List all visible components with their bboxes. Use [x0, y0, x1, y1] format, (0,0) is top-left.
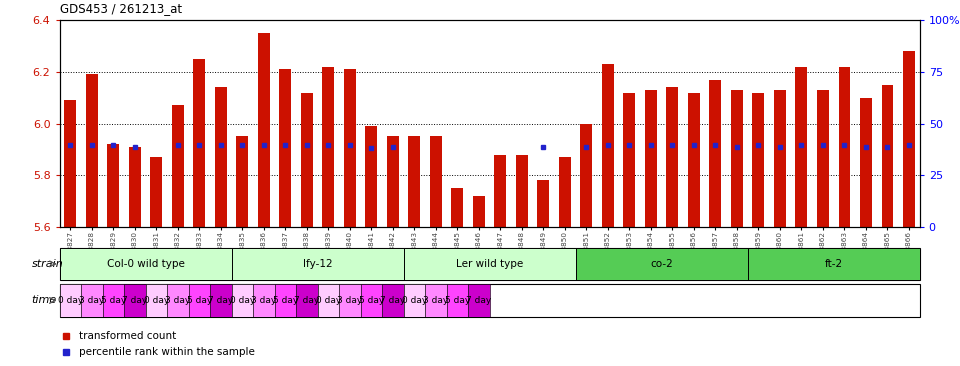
Text: 5 day: 5 day: [359, 296, 384, 305]
Bar: [323, 67, 334, 227]
Text: percentile rank within the sample: percentile rank within the sample: [79, 347, 254, 357]
Bar: [666, 87, 679, 227]
Text: ft-2: ft-2: [825, 259, 843, 269]
Text: Col-0 wild type: Col-0 wild type: [107, 259, 184, 269]
Bar: [253, 284, 275, 317]
Bar: [709, 79, 721, 227]
Bar: [146, 284, 167, 317]
Bar: [753, 93, 764, 227]
Bar: [408, 137, 420, 227]
Bar: [387, 137, 398, 227]
Bar: [236, 137, 249, 227]
Text: 3 day: 3 day: [165, 296, 190, 305]
Bar: [731, 90, 743, 227]
Bar: [366, 126, 377, 227]
Bar: [576, 248, 748, 280]
Text: 0 day: 0 day: [229, 296, 255, 305]
Bar: [167, 284, 188, 317]
Bar: [494, 154, 506, 227]
Bar: [559, 157, 571, 227]
Bar: [231, 248, 403, 280]
Text: co-2: co-2: [650, 259, 673, 269]
Bar: [296, 284, 318, 317]
Bar: [538, 180, 549, 227]
Bar: [446, 284, 468, 317]
Bar: [382, 284, 403, 317]
Bar: [344, 69, 356, 227]
Text: 7 day: 7 day: [467, 296, 492, 305]
Bar: [339, 284, 361, 317]
Text: 5 day: 5 day: [273, 296, 298, 305]
Bar: [645, 90, 657, 227]
Text: 7 day: 7 day: [380, 296, 405, 305]
Bar: [210, 284, 231, 317]
Text: 5 day: 5 day: [186, 296, 212, 305]
Bar: [581, 124, 592, 227]
Bar: [300, 93, 313, 227]
Bar: [623, 93, 636, 227]
Bar: [817, 90, 828, 227]
Bar: [108, 144, 119, 227]
Bar: [60, 284, 81, 317]
Text: 3 day: 3 day: [252, 296, 276, 305]
Text: 7 day: 7 day: [294, 296, 320, 305]
Bar: [279, 69, 291, 227]
Bar: [468, 284, 490, 317]
Text: 5 day: 5 day: [101, 296, 126, 305]
Bar: [172, 105, 183, 227]
Bar: [688, 93, 700, 227]
Bar: [425, 284, 446, 317]
Text: 0 day: 0 day: [401, 296, 427, 305]
Bar: [403, 284, 425, 317]
Bar: [124, 284, 146, 317]
Bar: [361, 284, 382, 317]
Bar: [60, 248, 231, 280]
Bar: [838, 67, 851, 227]
Text: 0 day: 0 day: [58, 296, 83, 305]
Bar: [258, 33, 270, 227]
Text: 3 day: 3 day: [337, 296, 363, 305]
Text: 7 day: 7 day: [208, 296, 233, 305]
Text: transformed count: transformed count: [79, 331, 177, 341]
Text: 7 day: 7 day: [122, 296, 148, 305]
Bar: [188, 284, 210, 317]
Text: Ler wild type: Ler wild type: [456, 259, 523, 269]
Bar: [403, 248, 576, 280]
Bar: [451, 188, 464, 227]
Bar: [748, 248, 920, 280]
Bar: [231, 284, 253, 317]
Text: strain: strain: [32, 259, 63, 269]
Bar: [774, 90, 786, 227]
Bar: [903, 51, 915, 227]
Bar: [318, 284, 339, 317]
Bar: [430, 137, 442, 227]
Bar: [516, 154, 528, 227]
Bar: [151, 157, 162, 227]
Text: 0 day: 0 day: [316, 296, 341, 305]
Bar: [81, 284, 103, 317]
Bar: [85, 74, 98, 227]
Text: lfy-12: lfy-12: [302, 259, 332, 269]
Bar: [64, 100, 76, 227]
Bar: [193, 59, 205, 227]
Bar: [129, 147, 141, 227]
Text: 3 day: 3 day: [79, 296, 105, 305]
Bar: [796, 67, 807, 227]
Text: GDS453 / 261213_at: GDS453 / 261213_at: [60, 1, 181, 15]
Text: time: time: [32, 295, 57, 306]
Bar: [860, 98, 872, 227]
Text: 5 day: 5 day: [444, 296, 470, 305]
Bar: [275, 284, 296, 317]
Bar: [602, 64, 613, 227]
Text: 0 day: 0 day: [144, 296, 169, 305]
Bar: [881, 85, 894, 227]
Bar: [103, 284, 124, 317]
Bar: [473, 196, 485, 227]
Bar: [215, 87, 227, 227]
Text: 3 day: 3 day: [423, 296, 448, 305]
